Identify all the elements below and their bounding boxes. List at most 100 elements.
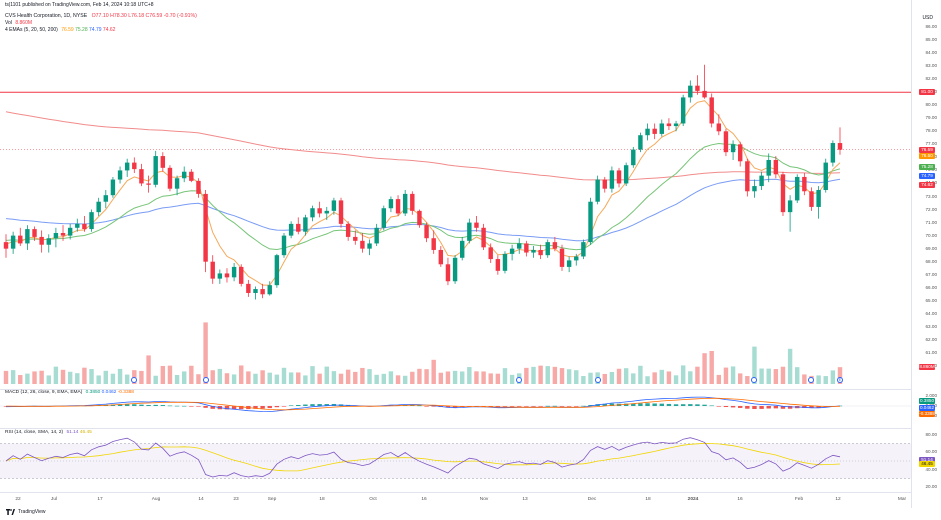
candle-body: [588, 201, 593, 243]
macd-histogram-bar: [317, 404, 322, 406]
volume-bar: [360, 367, 365, 384]
volume-bar: [502, 368, 508, 384]
candle: [260, 283, 265, 299]
candle: [39, 230, 44, 253]
volume-bar: [53, 366, 59, 384]
price-axis-label: 84.00: [925, 50, 938, 56]
time-axis-label: 12: [835, 497, 841, 502]
macd-axis-label: 2.000: [925, 393, 938, 398]
candle-body: [823, 162, 828, 190]
volume-bar: [752, 346, 757, 384]
event-marker-icon[interactable]: [131, 377, 138, 383]
candle: [752, 179, 757, 198]
volume-bar: [25, 373, 30, 384]
event-marker-icon[interactable]: [202, 377, 209, 383]
price-chart[interactable]: [0, 0, 911, 388]
candle: [210, 255, 215, 284]
event-marker-icon[interactable]: [516, 377, 523, 383]
candle-body: [716, 123, 722, 132]
candle: [146, 175, 151, 193]
volume-bar: [417, 368, 422, 384]
macd-tag: 0.0462: [919, 405, 935, 411]
price-axis-label: 70.00: [925, 232, 938, 238]
event-marker-icon[interactable]: [808, 377, 815, 383]
candle: [374, 223, 379, 247]
macd-histogram-bar: [574, 406, 579, 407]
macd-histogram-bar: [652, 403, 657, 406]
macd-pane[interactable]: [0, 390, 911, 428]
candle: [60, 225, 66, 241]
event-marker-icon[interactable]: E: [837, 377, 843, 383]
candle: [296, 217, 301, 235]
pane-divider-macd[interactable]: [0, 389, 911, 390]
candle: [303, 214, 308, 236]
volume-bar: [574, 370, 579, 384]
price-axis-label: 83.00: [925, 63, 938, 69]
event-marker-icon[interactable]: [751, 377, 758, 383]
ema-legend[interactable]: 4 EMAs (5, 20, 50, 200) 76.59 75.28 74.7…: [5, 27, 115, 33]
volume-bar: [438, 372, 444, 384]
volume-bar: [531, 366, 536, 384]
macd-histogram-bar: [196, 406, 201, 407]
volume-bar: [146, 355, 151, 384]
macd-histogram-bar: [566, 406, 572, 407]
volume-bar: [773, 369, 779, 384]
time-axis-label: 22: [15, 497, 21, 502]
macd-histogram-bar: [702, 404, 707, 406]
candle: [481, 223, 486, 250]
macd-histogram-bar: [132, 404, 137, 406]
price-axis-label: 78.00: [925, 128, 938, 134]
rsi-pane[interactable]: [0, 429, 911, 492]
volume-bar: [324, 366, 329, 384]
candle-body: [666, 123, 672, 127]
candle: [488, 243, 493, 263]
macd-histogram-bar: [552, 405, 558, 407]
candle: [823, 158, 828, 193]
rsi-value-2: 46.45: [79, 430, 92, 435]
candle-body: [210, 261, 215, 279]
candle-body: [424, 225, 429, 239]
volume-bar: [10, 370, 16, 384]
macd-legend[interactable]: MACD (12, 26, close, 9, EMA, EMA) 0.3850…: [5, 390, 134, 396]
candle-body: [181, 171, 187, 179]
price-axis-label: 86.00: [925, 24, 938, 29]
volume-bar: [424, 369, 429, 384]
candle-body: [638, 135, 643, 150]
candle-body: [110, 179, 116, 196]
candle: [217, 269, 223, 284]
macd-histogram-bar: [716, 406, 722, 407]
candle: [239, 264, 244, 287]
candle: [253, 286, 258, 300]
candle: [281, 233, 287, 258]
event-marker-icon[interactable]: [594, 377, 601, 383]
candle: [467, 218, 472, 244]
candle-body: [623, 165, 629, 184]
candle: [566, 256, 572, 273]
candle-body: [310, 208, 315, 218]
candle-body: [153, 156, 158, 185]
volume-bar: [638, 365, 643, 384]
rsi-legend[interactable]: RSI (14, close, SMA, 14, 2) 51.14 46.45: [5, 430, 92, 436]
price-axis-label: 65.00: [925, 297, 938, 303]
pane-divider-rsi[interactable]: [0, 428, 911, 429]
volume-legend[interactable]: Vol 8.860M: [5, 20, 32, 26]
symbol-legend[interactable]: CVS Health Corporation, 1D, NYSE O77.10 …: [5, 13, 197, 19]
candle-body: [773, 159, 779, 175]
candle-body: [139, 169, 144, 184]
tradingview-logo-icon: [6, 509, 15, 515]
candle: [745, 158, 750, 197]
volume-bar: [716, 374, 722, 384]
candle-body: [324, 210, 329, 214]
macd-histogram-bar: [417, 405, 422, 407]
candle: [759, 171, 764, 190]
price-axis-label: 67.00: [925, 271, 938, 277]
candle: [737, 141, 743, 167]
tradingview-footer[interactable]: TradingView: [6, 509, 46, 515]
time-axis-label: 17: [97, 497, 103, 502]
candle-body: [239, 266, 244, 284]
candle-body: [745, 161, 750, 192]
candle-body: [189, 171, 194, 181]
candle-body: [566, 260, 572, 267]
candle-body: [802, 176, 807, 192]
candle: [673, 120, 679, 132]
